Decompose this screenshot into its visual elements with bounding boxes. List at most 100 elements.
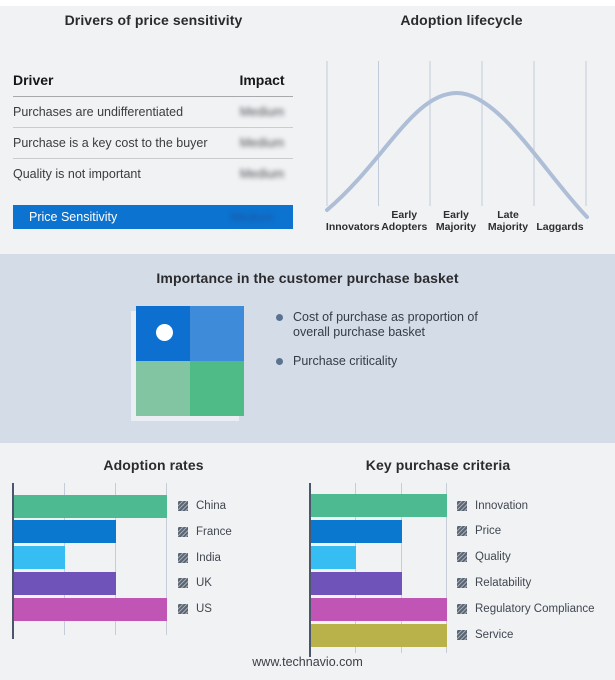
bar-india bbox=[14, 546, 65, 570]
legend-item: India bbox=[178, 546, 221, 569]
lifecycle-stage-label: Innovators bbox=[325, 221, 380, 233]
legend-item: Quality bbox=[457, 546, 511, 569]
bullet-item: Cost of purchase as proportion of overal… bbox=[276, 310, 491, 340]
legend-label: China bbox=[196, 500, 227, 512]
bar-france bbox=[14, 520, 116, 544]
key-purchase-criteria-chart: Innovation Price Quality Relatability Regula… bbox=[309, 483, 595, 657]
bullet-item: Purchase criticality bbox=[276, 354, 491, 369]
drivers-table-title: Drivers of price sensitivity bbox=[64, 12, 243, 28]
legend-item: Regulatory Compliance bbox=[457, 598, 595, 621]
table-row: Purchase is a key cost to the buyer Mediu… bbox=[13, 128, 293, 159]
adoption-rates-title: Adoption rates bbox=[103, 457, 204, 473]
table-header-row: Driver Impact bbox=[13, 66, 293, 97]
highlight-row-impact-blurred: Medium bbox=[230, 210, 274, 224]
impact-cell-blurred: Medium bbox=[239, 167, 285, 181]
driver-cell: Quality is not important bbox=[13, 167, 141, 181]
legend-item: Price bbox=[457, 520, 501, 543]
highlight-row-label: Price Sensitivity bbox=[29, 210, 118, 224]
lifecycle-stage-label: Early Adopters bbox=[381, 209, 428, 233]
lifecycle-stage-label: Laggards bbox=[536, 221, 584, 233]
gridline bbox=[115, 483, 116, 635]
key-purchase-criteria-title: Key purchase criteria bbox=[365, 457, 511, 473]
driver-cell: Purchase is a key cost to the buyer bbox=[13, 136, 208, 150]
gridline bbox=[446, 483, 447, 653]
bar-quality bbox=[311, 545, 356, 569]
bullet-dot-icon bbox=[276, 358, 283, 365]
legend-label: France bbox=[196, 525, 232, 538]
legend-item: China bbox=[178, 495, 226, 518]
bar-innovation bbox=[311, 494, 447, 517]
adoption-lifecycle-title: Adoption lifecycle bbox=[400, 12, 523, 28]
quadrant-top-right bbox=[190, 306, 244, 361]
lifecycle-gridlines bbox=[326, 61, 587, 206]
driver-column-header: Driver bbox=[13, 72, 54, 88]
legend-label: India bbox=[196, 551, 221, 564]
bar-price bbox=[311, 519, 402, 543]
legend-item: Innovation bbox=[457, 494, 528, 517]
legend-label: Relatability bbox=[475, 577, 532, 590]
lifecycle-curve-svg bbox=[325, 61, 589, 219]
impact-cell-blurred: Medium bbox=[239, 136, 285, 150]
legend-hatch-square-icon bbox=[178, 526, 188, 537]
legend-label: US bbox=[196, 603, 212, 616]
legend-hatch-square-icon bbox=[178, 578, 188, 589]
legend-hatch-square-icon bbox=[457, 604, 467, 615]
legend-item: France bbox=[178, 520, 232, 543]
bell-curve bbox=[325, 90, 589, 219]
legend-label: Regulatory Compliance bbox=[475, 603, 595, 616]
bullet-text: Purchase criticality bbox=[293, 354, 398, 368]
table-row: Quality is not important Medium bbox=[13, 159, 293, 189]
table-body: Purchases are undifferentiated Medium Purc… bbox=[13, 97, 293, 189]
legend-label: Quality bbox=[475, 551, 511, 564]
legend-item: Relatability bbox=[457, 572, 531, 595]
legend-hatch-square-icon bbox=[178, 604, 188, 615]
impact-column-header: Impact bbox=[239, 72, 285, 88]
website-url: www.technavio.com bbox=[252, 655, 363, 669]
price-sensitivity-highlight-row: Price Sensitivity Medium bbox=[13, 205, 293, 229]
bar-relatability bbox=[311, 571, 402, 595]
top-white-strip bbox=[0, 0, 615, 6]
quadrant-bottom-left bbox=[136, 361, 190, 416]
legend-hatch-square-icon bbox=[178, 501, 188, 511]
purchase-basket-title: Importance in the customer purchase bask… bbox=[156, 270, 459, 286]
legend-item: Service bbox=[457, 624, 513, 647]
bar-regulatory-compliance bbox=[311, 597, 447, 621]
bullet-dot-icon bbox=[276, 314, 283, 321]
lifecycle-stage-labels: Innovators Early Adopters Early Majority Late… bbox=[315, 203, 600, 235]
adoption-lifecycle-chart bbox=[315, 55, 600, 235]
impact-cell-blurred: Medium bbox=[239, 105, 285, 119]
y-axis-line bbox=[309, 483, 311, 657]
quadrant-matrix bbox=[136, 306, 244, 416]
y-axis-line bbox=[12, 483, 14, 639]
bar-china bbox=[14, 494, 167, 518]
adoption-rates-chart: China France India UK US bbox=[12, 483, 232, 639]
purchase-basket-band bbox=[0, 254, 615, 443]
legend-label: Innovation bbox=[475, 499, 529, 512]
legend-item: UK bbox=[178, 572, 212, 595]
legend-item: US bbox=[178, 598, 212, 621]
legend-hatch-square-icon bbox=[178, 552, 188, 563]
table-row: Purchases are undifferentiated Medium bbox=[13, 97, 293, 128]
quadrant-bottom-right bbox=[190, 361, 244, 416]
legend-hatch-square-icon bbox=[457, 526, 467, 537]
bar-us bbox=[14, 597, 167, 621]
gridline bbox=[166, 483, 167, 635]
quadrant-position-dot bbox=[156, 324, 173, 341]
legend-hatch-square-icon bbox=[457, 500, 467, 511]
drivers-table: Driver Impact Purchases are undifferenti… bbox=[13, 66, 293, 189]
gridline bbox=[401, 483, 402, 653]
basket-bullet-list: Cost of purchase as proportion of overal… bbox=[276, 310, 491, 383]
bar-uk bbox=[14, 571, 116, 595]
lifecycle-stage-label: Early Majority bbox=[435, 209, 477, 233]
legend-label: Service bbox=[475, 629, 514, 641]
legend-hatch-square-icon bbox=[457, 630, 467, 640]
legend-hatch-square-icon bbox=[457, 578, 467, 589]
legend-label: Price bbox=[475, 525, 502, 538]
lifecycle-stage-label: Late Majority bbox=[487, 209, 529, 233]
legend-label: UK bbox=[196, 577, 212, 590]
driver-cell: Purchases are undifferentiated bbox=[13, 105, 184, 119]
bar-service bbox=[311, 623, 447, 647]
bullet-text: Cost of purchase as proportion of overal… bbox=[293, 310, 478, 339]
legend-hatch-square-icon bbox=[457, 552, 467, 563]
